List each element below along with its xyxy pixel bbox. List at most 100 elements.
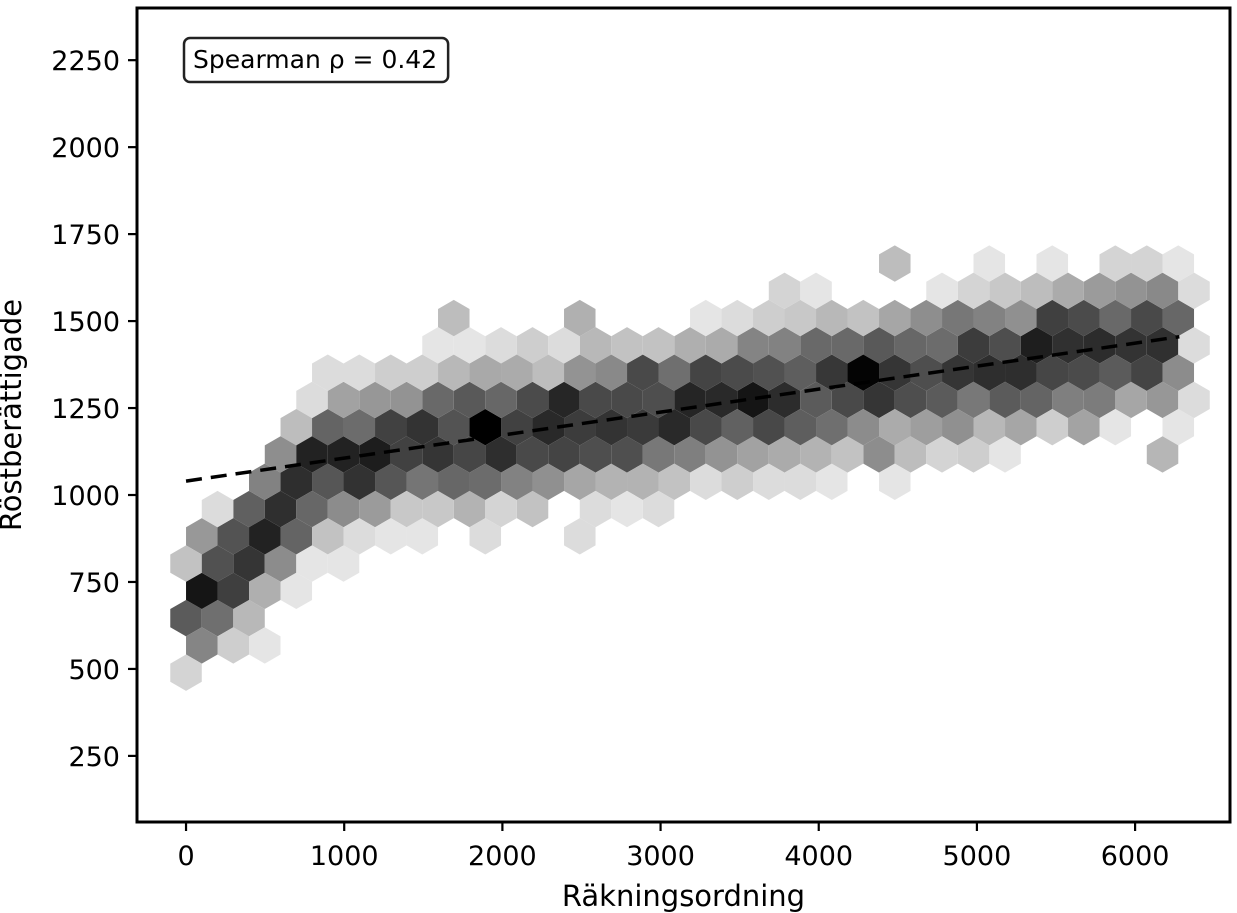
hexbin-cell <box>375 354 407 391</box>
hexbin-cell <box>390 436 423 473</box>
hexbin-cell <box>406 354 439 391</box>
y-tick-label: 1000 <box>51 481 120 512</box>
hexbin-cell <box>233 490 265 528</box>
hexbin-cell <box>1099 409 1132 446</box>
hexbin-cell <box>453 327 486 364</box>
hexbin-cell <box>989 272 1021 309</box>
hexbin-cell <box>768 381 801 419</box>
hexbin-cell <box>516 436 549 473</box>
hexbin-cell <box>973 409 1006 446</box>
hexbin-cell <box>1068 354 1100 391</box>
hexbin-cell <box>879 463 911 500</box>
hexbin-cell <box>359 490 391 528</box>
hexbin-cell <box>312 354 344 391</box>
hexbin-cell <box>485 490 517 528</box>
hexbin-cell <box>548 436 580 473</box>
hexbin-cell <box>894 381 927 419</box>
hexbin-cell <box>690 354 722 391</box>
hexbin-cell <box>1083 327 1116 364</box>
x-tick-label: 4000 <box>784 841 853 872</box>
hexbin-cell <box>831 436 864 473</box>
hexbin-cell <box>485 327 517 364</box>
hexbin-cell <box>942 299 974 337</box>
annotation-box: Spearman ρ = 0.42 <box>182 36 450 84</box>
hexbin-cell <box>690 463 722 500</box>
hexbin-cell <box>926 436 958 473</box>
hexbin-cell <box>737 381 769 419</box>
hexbin-cell <box>1131 245 1163 282</box>
hexbin-cell <box>1068 409 1100 446</box>
hexbin-cell <box>201 599 234 637</box>
hexbin-cell <box>989 381 1021 419</box>
hexbin-cell <box>564 409 596 446</box>
hexbin-cell <box>816 463 848 500</box>
hexbin-cell <box>375 463 407 500</box>
hexbin-cell <box>485 381 517 419</box>
hexbin-cell <box>579 436 612 473</box>
hexbin-cell <box>721 463 754 500</box>
hexbin-cell <box>768 272 801 309</box>
hexbin-cell <box>1020 381 1053 419</box>
hexbin-cell <box>674 327 706 364</box>
hexbin-cell <box>894 436 927 473</box>
hexbin-cell <box>1099 299 1132 337</box>
x-tick-label: 3000 <box>626 841 695 872</box>
x-tick-label: 1000 <box>310 841 379 872</box>
hexbin-cell <box>485 436 517 473</box>
hexbin-cell <box>847 409 880 446</box>
hexbin-cell <box>564 299 596 337</box>
hexbin-cell <box>957 272 990 309</box>
plot-frame <box>135 6 1232 824</box>
spearman-annotation: Spearman ρ = 0.42 <box>193 45 437 74</box>
hexbin-cell <box>690 299 722 337</box>
hexbin-cell <box>280 409 313 446</box>
hexbin-cell <box>548 381 580 419</box>
hexbin-cell <box>816 299 848 337</box>
hexbin-cell <box>721 354 754 391</box>
hexbin-cell <box>831 327 864 364</box>
hexbin-cell <box>926 381 958 419</box>
hexbin-cell <box>894 327 927 364</box>
hexbin-cell <box>1131 354 1163 391</box>
hexbin-cell <box>863 436 895 473</box>
hexbin-cell <box>343 463 376 500</box>
hexbin-cell <box>658 463 691 500</box>
hexbin-cell <box>469 518 502 555</box>
hexbin-cell <box>453 381 486 419</box>
hexbin-cell <box>296 436 328 473</box>
y-tick-label: 2250 <box>51 46 120 77</box>
hexbin-cell <box>957 436 990 473</box>
hexbin-cell <box>217 518 250 555</box>
hexbin-cell <box>690 409 722 446</box>
hexbin-cell <box>1020 327 1053 364</box>
hexbin-cell <box>784 299 817 337</box>
hexbin-cell <box>438 409 470 446</box>
hexbin-cell <box>564 518 596 555</box>
hexbin-cell <box>800 272 832 309</box>
hexbin-cell <box>910 299 943 337</box>
hexbin-cell <box>1005 299 1037 337</box>
hexbin-cell <box>579 327 612 364</box>
hexbin-cell <box>879 299 911 337</box>
hexbin-cell <box>737 327 769 364</box>
hexbin-cell <box>942 409 974 446</box>
hexbin-cell <box>1162 299 1195 337</box>
hexbin-cell <box>532 463 565 500</box>
hexbin-layer <box>170 245 1210 691</box>
hexbin-cell <box>186 518 218 555</box>
hexbin-cell <box>753 299 785 337</box>
hexbin-cell <box>170 654 202 691</box>
hexbin-cell <box>312 463 344 500</box>
hexbin-cell <box>501 354 533 391</box>
hexbin-cell <box>753 409 785 446</box>
hexbin-cell <box>469 463 502 500</box>
hexbin-cell <box>800 327 832 364</box>
hexbin-cell <box>312 409 344 446</box>
hexbin-cell <box>816 354 848 391</box>
x-tick-label: 5000 <box>943 841 1012 872</box>
hexbin-cell <box>989 327 1021 364</box>
hexbin-cell <box>1115 381 1147 419</box>
hexbin-cell <box>516 381 549 419</box>
hexbin-cell <box>627 354 659 391</box>
